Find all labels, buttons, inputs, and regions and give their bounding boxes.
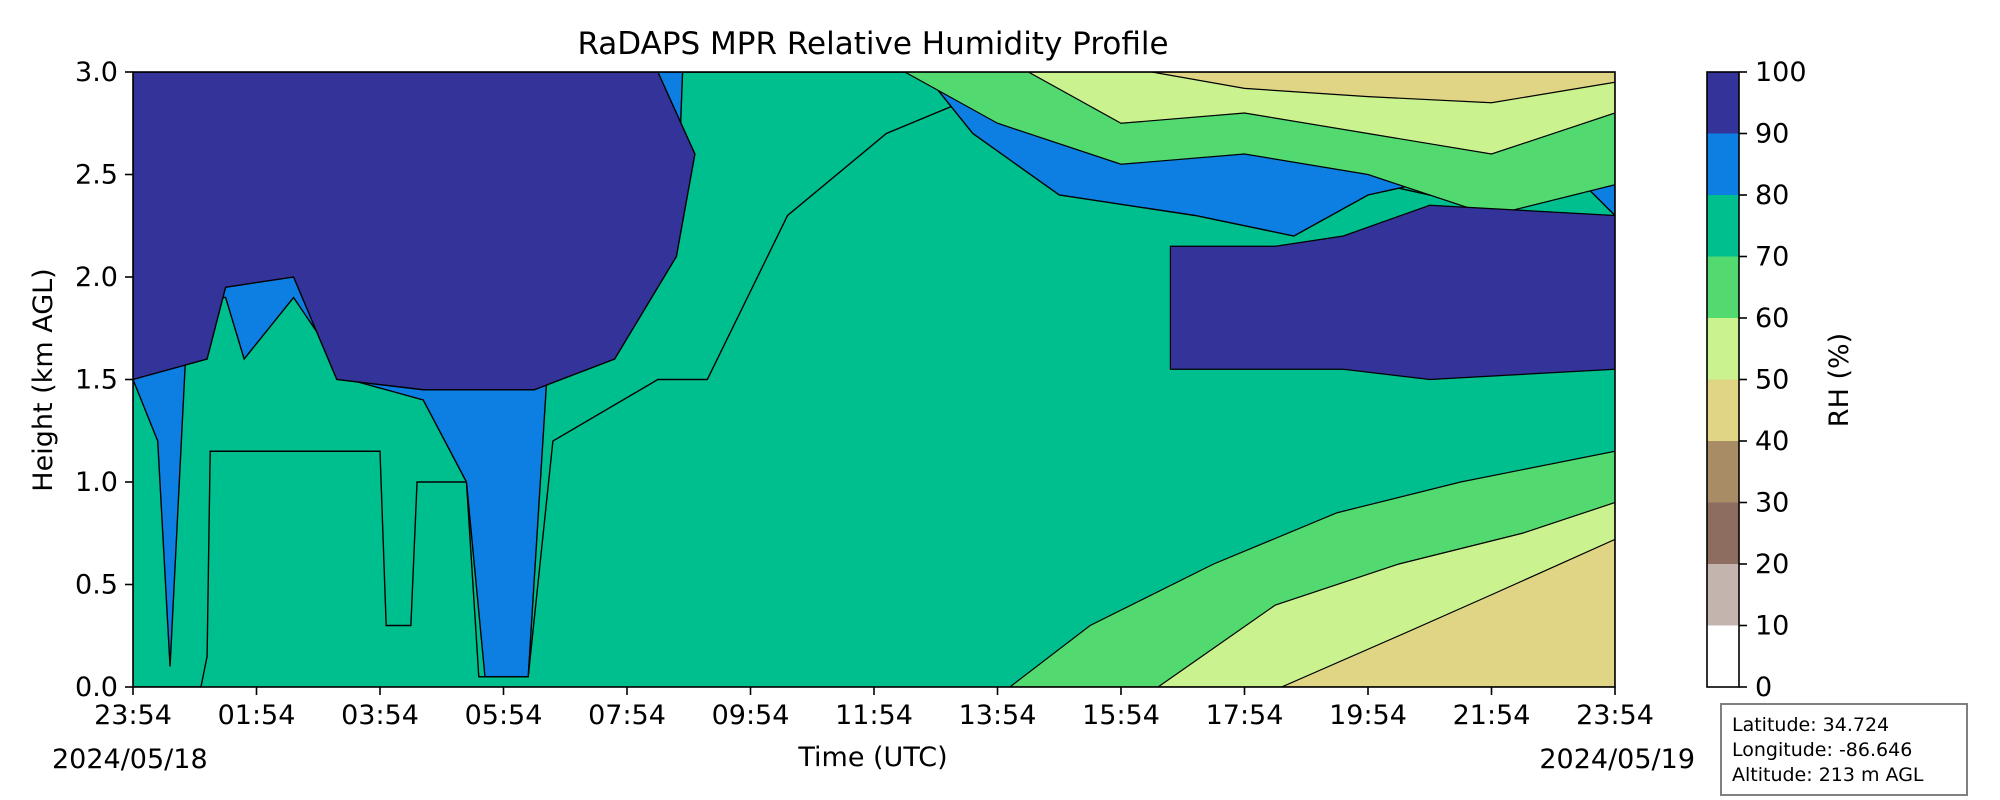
colorbar: 0 10 20 30 40 50 60 70 80 90 100: [1706, 57, 1807, 703]
colorbar-tick-label: 40: [1755, 426, 1789, 457]
colorbar-swatch-30-40: [1707, 441, 1739, 503]
colorbar-swatch-90-100: [1707, 72, 1739, 134]
colorbar-swatch-0-10: [1707, 625, 1739, 687]
colorbar-swatch-60-70: [1707, 256, 1739, 318]
colorbar-tick-label: 100: [1755, 57, 1807, 88]
colorbar-tick-label: 80: [1755, 180, 1789, 211]
rh-bands: [133, 72, 1615, 687]
x-tick-label: 23:54: [94, 700, 172, 731]
longitude-text: Longitude: -86.646: [1732, 739, 1913, 761]
colorbar-swatch-10-20: [1707, 564, 1739, 626]
colorbar-tick-label: 90: [1755, 119, 1789, 150]
end-date-label: 2024/05/19: [1539, 744, 1695, 775]
x-tick-label: 21:54: [1453, 700, 1531, 731]
x-tick-label: 07:54: [588, 700, 666, 731]
rh-band-40-50: [1281, 538, 1615, 687]
colorbar-tick-label: 60: [1755, 303, 1789, 334]
x-tick-label: 19:54: [1329, 700, 1407, 731]
y-tick-label: 2.0: [75, 262, 118, 293]
colorbar-label: RH (%): [1824, 333, 1855, 427]
colorbar-swatch-70-80: [1707, 195, 1739, 257]
location-info-box: Latitude: 34.724 Longitude: -86.646 Alti…: [1720, 703, 1968, 796]
x-tick-label: 13:54: [959, 700, 1037, 731]
x-tick-label: 09:54: [712, 700, 790, 731]
colorbar-tick-label: 50: [1755, 365, 1789, 396]
x-tick-label: 23:54: [1576, 700, 1654, 731]
colorbar-swatch-20-30: [1707, 502, 1739, 564]
altitude-text: Altitude: 213 m AGL: [1732, 764, 1924, 786]
plot-area: [133, 72, 1615, 687]
latitude-text: Latitude: 34.724: [1732, 714, 1890, 736]
colorbar-swatch-40-50: [1707, 379, 1739, 441]
colorbar-tick-label: 30: [1755, 488, 1789, 519]
y-tick-label: 2.5: [75, 160, 118, 191]
colorbar-swatch-80-90: [1707, 133, 1739, 195]
x-tick-label: 05:54: [465, 700, 543, 731]
y-tick-label: 1.0: [75, 467, 118, 498]
start-date-label: 2024/05/18: [52, 744, 208, 775]
colorbar-tick-label: 10: [1755, 611, 1789, 642]
rh-band-90-100: [1169, 204, 1615, 381]
x-tick-label: 17:54: [1206, 700, 1284, 731]
colorbar-tick-label: 20: [1755, 549, 1789, 580]
x-tick-label: 03:54: [341, 700, 419, 731]
colorbar-swatch-50-60: [1707, 318, 1739, 380]
y-tick-label: 0.5: [75, 570, 118, 601]
x-axis: 23:54 01:54 03:54 05:54 07:54 09:54 11:54 13:54…: [94, 687, 1654, 731]
x-tick-label: 15:54: [1082, 700, 1160, 731]
x-axis-label: Time (UTC): [797, 742, 947, 773]
x-tick-label: 11:54: [835, 700, 913, 731]
y-tick-label: 3.0: [75, 57, 118, 88]
colorbar-tick-label: 70: [1755, 242, 1789, 273]
colorbar-tick-label: 0: [1755, 672, 1772, 703]
y-tick-label: 0.0: [75, 672, 118, 703]
rh-band-90-100: [133, 72, 696, 391]
y-axis: 0.0 0.5 1.0 1.5 2.0 2.5 3.0: [75, 57, 133, 703]
x-tick-label: 01:54: [218, 700, 296, 731]
y-tick-label: 1.5: [75, 365, 118, 396]
rh-band-40-50: [1151, 72, 1615, 104]
chart-title: RaDAPS MPR Relative Humidity Profile: [577, 26, 1168, 62]
y-axis-label: Height (km AGL): [28, 268, 59, 491]
